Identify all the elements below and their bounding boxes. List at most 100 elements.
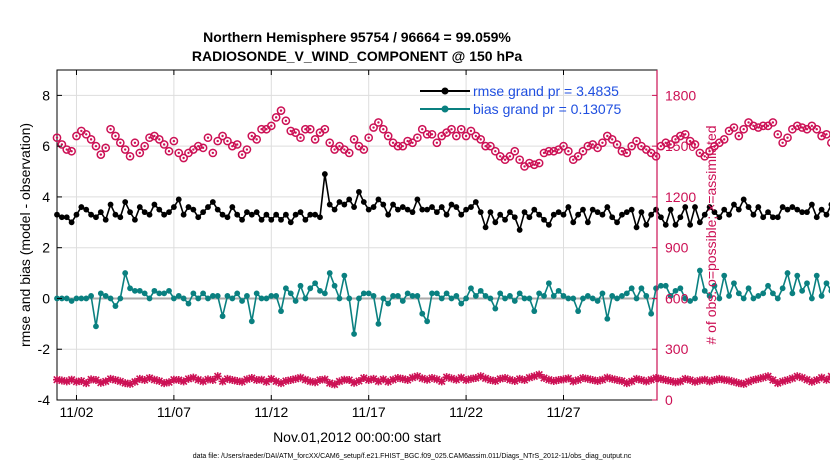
obs-assimilated-point — [379, 375, 388, 384]
obs-assimilated-point — [481, 374, 490, 383]
obs-possible-point — [461, 131, 471, 141]
bias-point — [813, 272, 820, 279]
obs-possible-point — [627, 141, 637, 151]
obs-possible-point-center — [800, 126, 804, 129]
obs-possible-point-center — [489, 144, 492, 148]
obs-assimilated-point — [505, 375, 514, 384]
obs-assimilated-point — [398, 374, 407, 383]
rmse-point — [653, 206, 659, 213]
obs-possible-point — [773, 129, 783, 139]
rmse-point — [453, 204, 460, 210]
obs-assimilated-point — [793, 372, 802, 381]
obs-possible-point-center — [537, 161, 541, 165]
obs-possible-point — [398, 141, 408, 151]
obs-assimilated-point — [778, 377, 787, 386]
obs-assimilated-point — [501, 374, 510, 382]
rmse-point — [161, 211, 168, 218]
obs-assimilated-point — [783, 376, 792, 385]
bias-point — [804, 280, 810, 287]
obs-possible-point-center — [562, 144, 565, 148]
obs-assimilated-point — [315, 376, 324, 385]
obs-possible-point — [432, 138, 442, 148]
bias-point — [127, 285, 133, 292]
rmse-point — [492, 219, 499, 226]
bias-point — [170, 295, 177, 302]
obs-assimilated-point — [126, 379, 135, 388]
bias-point — [278, 308, 284, 315]
rmse-point — [385, 211, 392, 218]
obs-possible-point-center — [786, 136, 789, 139]
obs-possible-point — [490, 146, 500, 156]
bias-point — [180, 295, 187, 302]
chart-subtitle: RADIOSONDE_V_WIND_COMPONENT @ 150 hPa — [192, 48, 522, 64]
rmse-point — [604, 204, 611, 210]
obs-possible-point-center — [182, 156, 185, 160]
rmse-point — [200, 209, 207, 216]
obs-possible-point-center — [679, 134, 682, 138]
rmse-point — [282, 211, 289, 218]
obs-possible-point-center — [172, 139, 176, 143]
bias-point — [331, 282, 338, 289]
rmse-point — [58, 214, 65, 221]
chart-title: Northern Hemisphere 95754 / 96664 = 99.0… — [203, 29, 511, 45]
bias-point — [774, 295, 781, 302]
obs-assimilated-point — [77, 377, 86, 386]
obs-possible-point — [232, 140, 242, 149]
obs-assimilated-point — [189, 373, 198, 382]
bias-point — [463, 295, 469, 302]
bias-point — [692, 295, 698, 302]
y-left-tick-label: -2 — [38, 341, 51, 357]
rmse-point — [190, 206, 197, 213]
obs-assimilated-point — [588, 376, 597, 385]
obs-possible-point — [72, 131, 81, 141]
obs-assimilated-point — [57, 376, 66, 385]
bias-point — [360, 290, 367, 297]
obs-assimilated-point — [471, 374, 480, 382]
rmse-point — [151, 201, 158, 208]
rmse-point — [175, 196, 182, 203]
obs-assimilated-point — [676, 377, 685, 386]
obs-possible-point-center — [688, 139, 692, 143]
rmse-point — [526, 214, 533, 221]
obs-possible-point — [237, 150, 247, 159]
obs-possible-point-center — [552, 150, 555, 153]
obs-assimilated-point — [87, 375, 96, 384]
bias-point — [107, 295, 114, 302]
bias-point — [356, 295, 362, 302]
rmse-point — [487, 209, 494, 216]
obs-possible-point — [447, 124, 456, 134]
bias-point — [799, 287, 806, 294]
obs-possible-point-center — [708, 150, 711, 153]
bias-point — [234, 290, 241, 297]
obs-assimilated-point — [759, 373, 768, 382]
obs-possible-point — [291, 128, 300, 137]
bias-point — [482, 293, 489, 299]
y-right-tick-label: 300 — [665, 341, 689, 357]
rmse-point — [380, 201, 387, 208]
rmse-point — [784, 206, 791, 213]
rmse-point — [726, 211, 732, 218]
obs-possible-point — [198, 143, 208, 153]
rmse-point — [701, 211, 708, 218]
obs-assimilated-point — [296, 373, 305, 382]
obs-assimilated-point — [442, 373, 451, 382]
bias-point — [370, 293, 377, 299]
obs-possible-point-center — [128, 155, 132, 158]
obs-possible-point-center — [114, 134, 117, 138]
obs-possible-point-center — [494, 150, 497, 153]
rmse-point — [536, 211, 543, 218]
bias-point — [88, 293, 94, 299]
rmse-point — [580, 206, 586, 213]
bias-point — [638, 285, 645, 292]
bias-point — [555, 287, 562, 294]
obs-assimilated-point — [773, 379, 782, 388]
obs-possible-point-center — [65, 148, 68, 151]
obs-possible-point-center — [206, 136, 210, 139]
obs-possible-point-center — [805, 128, 809, 131]
bias-point — [672, 287, 679, 294]
obs-possible-point — [734, 131, 744, 141]
bias-point — [63, 295, 70, 302]
obs-possible-point — [213, 136, 223, 146]
obs-possible-point — [145, 133, 154, 143]
obs-possible-point — [583, 141, 593, 151]
